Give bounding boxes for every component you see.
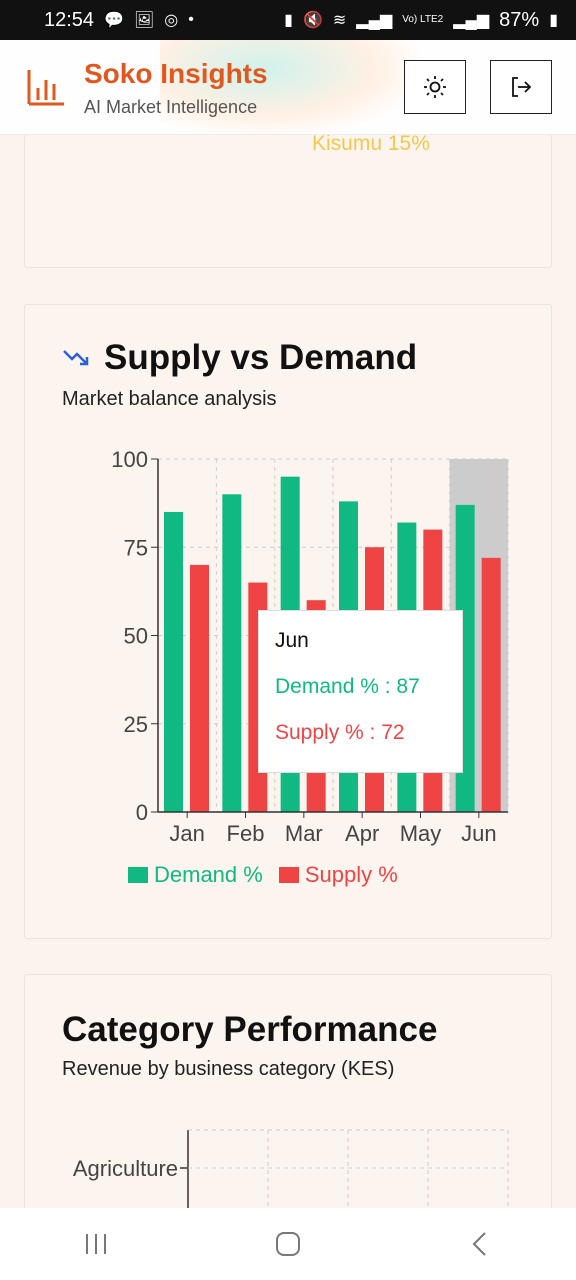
x-tick-label-may: May bbox=[400, 821, 442, 846]
app-subtitle: AI Market Intelligence bbox=[84, 97, 258, 117]
bar-demand-jan bbox=[164, 511, 183, 812]
y-tick-label-75: 75 bbox=[124, 535, 148, 560]
signal-icon: ▂▄▆ bbox=[356, 12, 393, 29]
legend-label-supply: Supply % bbox=[304, 862, 398, 887]
y-tick-label-50: 50 bbox=[124, 624, 148, 649]
supply-demand-subtitle: Market balance analysis bbox=[62, 388, 277, 410]
prev-card bbox=[24, 134, 552, 268]
chart-legend: Demand % Supply % bbox=[128, 862, 398, 888]
y-tick-label-25: 25 bbox=[124, 712, 148, 737]
bar-demand-feb bbox=[222, 494, 242, 812]
sim-icon: ▮ bbox=[284, 12, 293, 29]
pie-label-kisumu: Kisumu 15% bbox=[312, 132, 430, 155]
y-tick-label-0: 0 bbox=[136, 800, 148, 825]
battery-icon: ▮ bbox=[549, 12, 558, 29]
category-label-agriculture: Agriculture bbox=[72, 1156, 178, 1181]
legend-swatch-demand bbox=[128, 867, 148, 883]
app-title: Soko Insights bbox=[84, 58, 268, 89]
signal-icon-2: ▂▄▆ bbox=[453, 12, 490, 29]
back-icon[interactable] bbox=[465, 1229, 495, 1259]
mute-icon: 🔇 bbox=[302, 12, 323, 29]
chat-icon: 💬 bbox=[104, 12, 124, 29]
chart-tooltip: Jun Demand % : 87 Supply % : 72 bbox=[258, 610, 463, 773]
tooltip-label: Jun bbox=[275, 629, 309, 652]
legend-item-demand[interactable]: Demand % bbox=[128, 862, 263, 888]
bar-supply-jun bbox=[481, 557, 501, 812]
chrome-icon: ◎ bbox=[164, 12, 179, 29]
category-performance-card bbox=[24, 974, 552, 1234]
gallery-icon: 🖼 bbox=[133, 12, 155, 29]
x-tick-label-feb: Feb bbox=[227, 821, 265, 846]
tooltip-demand: Demand % : 87 bbox=[275, 675, 420, 698]
bar-chart-icon bbox=[27, 70, 64, 106]
wifi-icon: ≋ bbox=[332, 12, 347, 29]
logout-button[interactable] bbox=[490, 60, 552, 114]
supply-demand-title: Supply vs Demand bbox=[104, 338, 418, 377]
legend-swatch-supply bbox=[278, 867, 299, 883]
x-tick-label-jan: Jan bbox=[169, 821, 204, 846]
x-tick-label-mar: Mar bbox=[285, 821, 323, 846]
theme-toggle-button[interactable] bbox=[404, 60, 466, 114]
system-nav-bar bbox=[0, 1208, 576, 1280]
recent-apps-icon[interactable] bbox=[81, 1229, 111, 1259]
bar-supply-jan bbox=[190, 564, 209, 812]
sun-icon bbox=[424, 76, 446, 98]
battery-percent: 87% bbox=[499, 8, 540, 31]
x-tick-label-apr: Apr bbox=[345, 821, 379, 846]
trending-down-icon bbox=[63, 350, 89, 366]
home-icon[interactable] bbox=[273, 1229, 303, 1259]
status-time: 12:54 bbox=[44, 8, 95, 31]
category-performance-chart bbox=[180, 1129, 509, 1210]
status-bar: 12:54 💬 🖼 ◎ • ▮ 🔇 ≋ ▂▄▆ Vo) LTE2 ▂▄▆ 87%… bbox=[0, 0, 576, 40]
category-performance-subtitle: Revenue by business category (KES) bbox=[62, 1058, 395, 1080]
x-tick-label-jun: Jun bbox=[461, 821, 496, 846]
category-performance-title: Category Performance bbox=[62, 1010, 438, 1049]
network-label: Vo) LTE2 bbox=[402, 14, 444, 25]
logout-icon bbox=[512, 77, 532, 97]
legend-label-demand: Demand % bbox=[154, 862, 263, 887]
dot-icon: • bbox=[188, 11, 194, 28]
y-tick-label-100: 100 bbox=[111, 447, 148, 472]
legend-item-supply[interactable]: Supply % bbox=[278, 862, 398, 888]
tooltip-supply: Supply % : 72 bbox=[275, 721, 405, 744]
